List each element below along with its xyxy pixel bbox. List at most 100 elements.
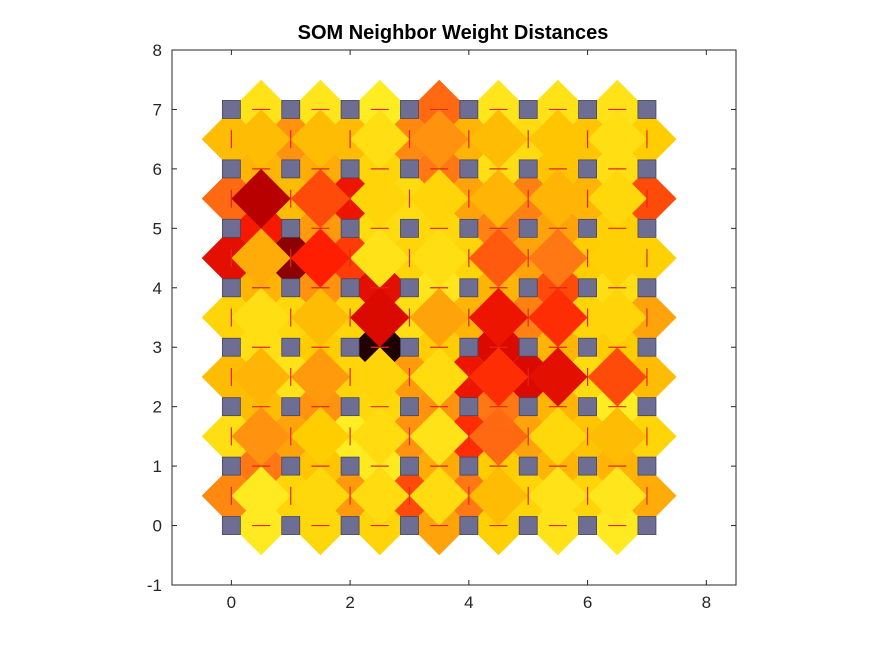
neuron-marker [578, 159, 597, 179]
neuron-marker [340, 516, 360, 535]
neuron-marker [578, 456, 597, 476]
neuron-marker [578, 278, 597, 298]
distance-patch-diagonal [290, 406, 351, 467]
neuron-marker [637, 337, 657, 357]
distance-patch-diagonal [231, 228, 291, 288]
neuron-marker [459, 337, 479, 357]
distance-patch-diagonal [528, 109, 588, 169]
neuron-marker [340, 100, 360, 119]
neuron-marker [281, 159, 301, 179]
neuron-marker [400, 337, 419, 357]
distance-patch-diagonal [528, 466, 588, 526]
neuron-marker [221, 456, 241, 476]
neuron-marker [637, 278, 657, 298]
distance-patch-diagonal [587, 168, 647, 229]
distance-patch-diagonal [587, 406, 647, 467]
distance-patch-diagonal [409, 228, 469, 288]
distance-patch-diagonal [350, 347, 410, 407]
neuron-marker [578, 218, 597, 238]
y-tick-label: 7 [153, 100, 162, 119]
x-tick-label: 8 [702, 593, 711, 612]
y-tick-label: 2 [153, 398, 162, 417]
distance-patch-diagonal [587, 109, 647, 169]
y-tick-label: 6 [153, 160, 162, 179]
neuron-marker [637, 218, 657, 238]
neuron-marker [578, 397, 597, 417]
neuron-marker [400, 100, 419, 119]
neuron-marker [340, 456, 360, 476]
neuron-marker [637, 456, 657, 476]
distance-patch-diagonal [468, 466, 529, 526]
distance-patch-diagonal [587, 287, 647, 348]
neuron-marker [281, 516, 301, 535]
neuron-marker [400, 159, 419, 179]
neuron-marker [340, 337, 360, 357]
y-tick-label: 8 [153, 41, 162, 60]
distance-patch-diagonal [231, 347, 291, 407]
neuron-marker [340, 397, 360, 417]
plot-area [172, 50, 736, 585]
neuron-marker [281, 218, 301, 238]
distance-patch-diagonal [528, 406, 588, 467]
neuron-marker [518, 100, 538, 119]
neuron-marker [459, 516, 479, 535]
distance-patch-diagonal [587, 228, 647, 288]
neuron-marker [340, 159, 360, 179]
neuron-marker [221, 397, 241, 417]
neuron-marker [281, 397, 301, 417]
neuron-marker [459, 397, 479, 417]
distance-patch-diagonal [231, 287, 291, 348]
neuron-marker [340, 278, 360, 298]
y-tick-label: 1 [153, 457, 162, 476]
distance-patch-diagonal [231, 466, 291, 526]
neuron-marker [281, 456, 301, 476]
distance-patch-diagonal [350, 466, 410, 526]
distance-patch-diagonal [409, 406, 469, 467]
neuron-marker [400, 218, 419, 238]
x-tick-label: 4 [464, 593, 473, 612]
distance-patch-diagonal [409, 109, 469, 169]
distance-patch-diagonal [290, 287, 351, 348]
neuron-marker [518, 397, 538, 417]
neuron-marker [221, 516, 241, 535]
distance-patch-diagonal [350, 287, 410, 348]
neuron-marker [637, 100, 657, 119]
neuron-marker [400, 456, 419, 476]
neuron-marker [459, 456, 479, 476]
distance-patch-diagonal [587, 347, 647, 407]
neuron-marker [518, 218, 538, 238]
axes: 0 2 4 6 8 -1 0 1 2 3 4 5 6 7 8 [147, 41, 737, 612]
distance-patch-diagonal [528, 287, 588, 348]
distance-patch-diagonal [409, 347, 469, 407]
distance-patch-diagonal [350, 406, 410, 467]
neuron-marker [637, 516, 657, 535]
distance-patch-diagonal [290, 347, 351, 407]
distance-patch-diagonal [290, 168, 351, 229]
neuron-marker [221, 278, 241, 298]
distance-patch-diagonal [528, 228, 588, 288]
neuron-marker [518, 456, 538, 476]
distance-patch-diagonal [468, 168, 529, 229]
neuron-marker [400, 516, 419, 535]
neuron-marker [221, 337, 241, 357]
neuron-marker [281, 337, 301, 357]
chart-title: SOM Neighbor Weight Distances [298, 22, 609, 44]
neuron-marker [400, 278, 419, 298]
y-tick-label: 3 [153, 338, 162, 357]
x-tick-label: 0 [227, 593, 236, 612]
distance-patch-diagonal [409, 287, 469, 348]
neuron-marker [221, 159, 241, 179]
y-tick-label: 4 [153, 279, 162, 298]
distance-patch-diagonal [468, 287, 529, 348]
neuron-marker [578, 516, 597, 535]
y-tick-label: -1 [147, 576, 162, 595]
neuron-marker [281, 100, 301, 119]
distance-patch-diagonal [231, 109, 291, 169]
axes-box [171, 49, 737, 586]
distance-patch-diagonal [468, 109, 529, 169]
neuron-marker [637, 397, 657, 417]
neuron-marker [400, 397, 419, 417]
distance-patch-diagonal [409, 466, 469, 526]
neuron-marker [518, 278, 538, 298]
